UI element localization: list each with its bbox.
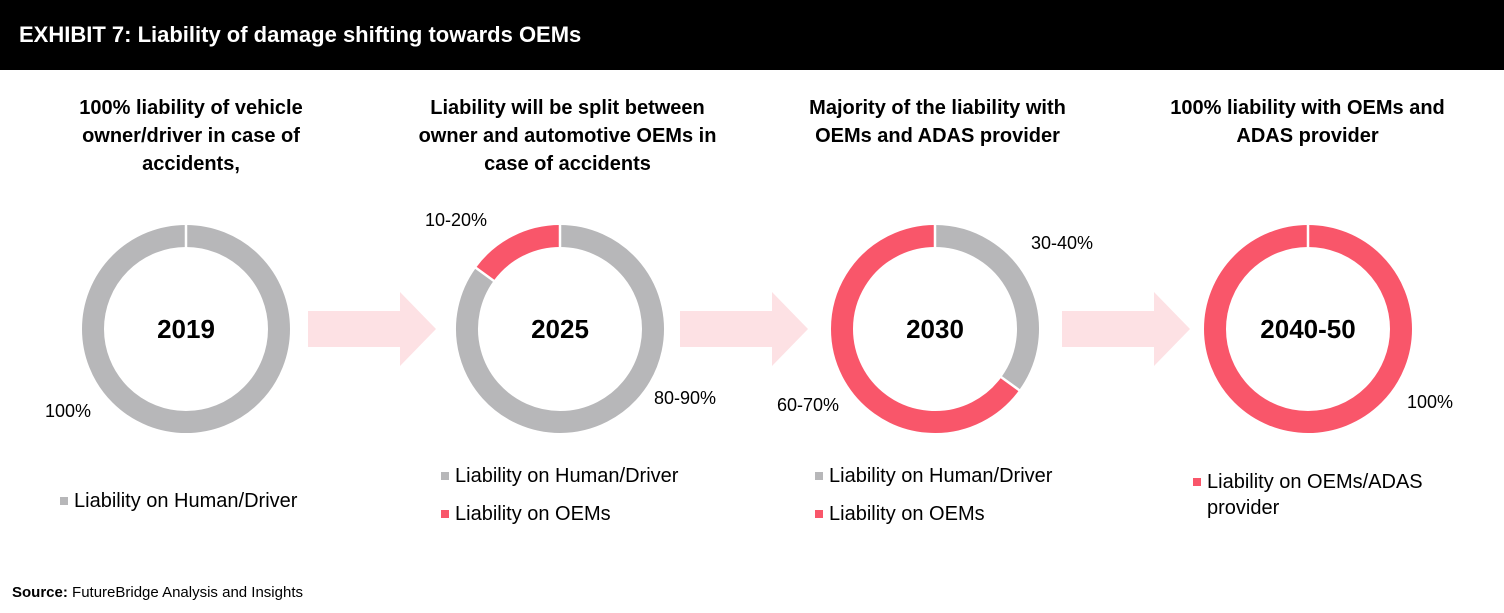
slice-separator	[999, 375, 1021, 392]
transition-arrow	[1062, 292, 1190, 366]
donut-slice	[475, 225, 561, 282]
legend-swatch-oem	[441, 510, 449, 518]
donut-center-label: 2019	[157, 314, 215, 344]
legend-2030: Liability on Human/Driver Liability on O…	[815, 463, 1052, 539]
legend-swatch-human	[441, 472, 449, 480]
stage-title-2040-50: 100% liability with OEMs and ADAS provid…	[1170, 97, 1445, 147]
transition-arrow	[308, 292, 436, 366]
arrows-layer	[308, 292, 1190, 366]
donut-center-label: 2030	[906, 314, 964, 344]
legend-item: Liability on OEMs/ADAS provider	[1193, 469, 1473, 521]
source-text: FutureBridge Analysis and Insights	[72, 584, 303, 601]
legend-item: Liability on Human/Driver	[441, 463, 678, 489]
legend-label: Liability on OEMs	[829, 503, 985, 525]
legend-2040-50: Liability on OEMs/ADAS provider	[1193, 469, 1473, 533]
legend-swatch-oem	[815, 510, 823, 518]
slice-separator	[474, 266, 496, 283]
exhibit-title: EXHIBIT 7: Liability of damage shifting …	[19, 22, 582, 47]
donut-center-label: 2025	[531, 314, 589, 344]
exhibit-header: EXHIBIT 7: Liability of damage shifting …	[0, 0, 1504, 70]
legend-item: Liability on Human/Driver	[60, 488, 297, 514]
data-label: 60-70%	[777, 395, 839, 415]
transition-arrow	[680, 292, 808, 366]
legend-label: Liability on Human/Driver	[829, 465, 1053, 487]
data-label: 10-20%	[425, 210, 487, 230]
source-label: Source:	[12, 584, 68, 601]
donut-slice	[831, 225, 1020, 433]
labels-layer: 2019 100% 2025 80-90% 10-20% 2030 30-40% 60-70%…	[45, 210, 1453, 421]
stage-title-2019: 100% liability of vehicle owner/driver i…	[79, 97, 303, 175]
legend-label: Liability on OEMs/ADAS provider	[1207, 471, 1423, 519]
donut-center-label: 2040-50	[1260, 314, 1355, 344]
legend-item: Liability on OEMs	[815, 501, 1052, 527]
legend-swatch-oem	[1193, 478, 1201, 486]
donut-slice	[934, 225, 1039, 391]
stage-title-2030: Majority of the liability with OEMs and …	[809, 97, 1066, 147]
legend-swatch-human	[60, 497, 68, 505]
data-label: 80-90%	[654, 388, 716, 408]
data-label: 30-40%	[1031, 233, 1093, 253]
donuts-layer	[82, 224, 1412, 433]
legend-item: Liability on Human/Driver	[815, 463, 1052, 489]
stage-title-2025: Liability will be split between owner an…	[418, 97, 717, 175]
legend-2019: Liability on Human/Driver	[60, 488, 297, 526]
legend-label: Liability on OEMs	[455, 503, 611, 525]
source-note: Source: FutureBridge Analysis and Insigh…	[12, 583, 303, 603]
legend-2025: Liability on Human/Driver Liability on O…	[441, 463, 678, 539]
data-label: 100%	[1407, 392, 1453, 412]
legend-swatch-human	[815, 472, 823, 480]
legend-label: Liability on Human/Driver	[455, 465, 679, 487]
legend-label: Liability on Human/Driver	[74, 490, 298, 512]
legend-item: Liability on OEMs	[441, 501, 678, 527]
data-label: 100%	[45, 401, 91, 421]
donut-slice	[456, 225, 664, 433]
